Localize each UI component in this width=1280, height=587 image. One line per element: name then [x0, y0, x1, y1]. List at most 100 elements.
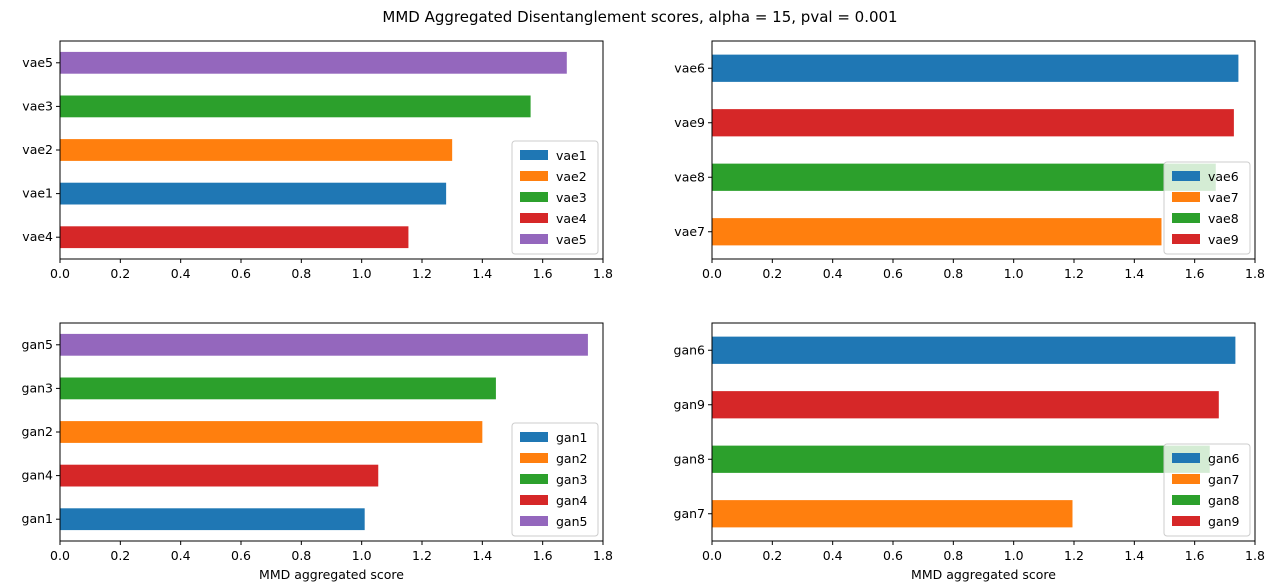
legend-label: gan3 [556, 472, 587, 487]
bar-vae7 [712, 218, 1162, 246]
legend-swatch-gan3 [520, 474, 548, 484]
bar-vae5 [60, 51, 567, 74]
x-tick-label: 1.2 [1064, 548, 1084, 563]
legend-label: gan8 [1208, 493, 1240, 508]
legend-swatch-gan9 [1172, 516, 1200, 526]
legend-swatch-vae2 [520, 171, 548, 181]
subplot-gan-6-9: gan7 gan8 gan9 gan6 0.0 0.2 0.4 0.6 0.8 1.0 1.2 1.4… [674, 322, 1265, 582]
subplot-gan-1-5: gan1 gan4 gan2 gan3 gan5 0.0 0.2 0.4 0.6 0.8 1.0 1.… [22, 322, 613, 582]
x-tick-label: 0.6 [231, 548, 251, 563]
y-tick-label: gan1 [22, 511, 53, 526]
axes-frame [711, 40, 1256, 260]
x-tick-label: 1.4 [1124, 266, 1144, 281]
x-tick-label: 1.6 [533, 548, 553, 563]
subplot-vae-6-9: vae7 vae8 vae9 vae6 0.0 0.2 0.4 0.6 0.8 1.0 1.2 1.4… [674, 40, 1265, 281]
bar-gan8 [712, 445, 1210, 473]
y-tick-label: vae2 [22, 142, 53, 157]
x-tick-label: 1.4 [1124, 548, 1144, 563]
x-tick-label: 0.4 [171, 266, 191, 281]
bar-gan3 [60, 377, 496, 400]
legend-swatch-vae4 [520, 213, 548, 223]
legend-label: vae2 [556, 169, 587, 184]
x-tick-label: 1.4 [472, 266, 492, 281]
x-tick-label: 0.0 [702, 266, 722, 281]
y-tick-label: gan9 [674, 397, 706, 412]
y-tick-label: vae7 [674, 224, 705, 239]
legend-box [1163, 161, 1251, 255]
bar-vae6 [712, 54, 1239, 82]
y-tick-label: gan2 [22, 424, 53, 439]
y-tick-label: gan8 [674, 451, 706, 466]
legend-label: gan9 [1208, 514, 1240, 529]
legend-swatch-gan6 [1172, 453, 1200, 463]
bar-vae9 [712, 109, 1234, 137]
x-tick-label: 0.8 [291, 548, 311, 563]
legend-swatch-gan8 [1172, 495, 1200, 505]
x-tick-label: 0.0 [50, 548, 70, 563]
x-tick-label: 0.2 [110, 266, 130, 281]
bar-gan2 [60, 421, 483, 443]
bar-gan4 [60, 464, 379, 487]
legend: vae1 vae2 vae3 vae4 vae5 [511, 140, 599, 255]
legend-box [1163, 443, 1251, 537]
legend-label: vae3 [556, 190, 587, 205]
legend-swatch-vae8 [1172, 213, 1200, 223]
legend-label: vae4 [556, 211, 587, 226]
subplot-vae-1-5: vae4 vae1 vae2 vae3 vae5 0.0 0.2 0.4 0.6 0.8 1.0 1.… [22, 40, 613, 281]
x-tick-label: 1.0 [1004, 266, 1024, 281]
x-tick-label: 0.4 [823, 548, 843, 563]
legend-label: vae9 [1208, 232, 1239, 247]
bar-gan1 [60, 508, 365, 531]
legend-swatch-gan1 [520, 432, 548, 442]
x-tick-label: 0.6 [883, 548, 903, 563]
bar-vae4 [60, 226, 409, 249]
legend: vae6 vae7 vae8 vae9 [1163, 161, 1251, 255]
y-tick-label: vae4 [22, 229, 53, 244]
legend-label: gan1 [556, 430, 587, 445]
axes-frame [711, 322, 1256, 542]
x-tick-label: 1.6 [1185, 266, 1205, 281]
x-tick-label: 1.0 [1004, 548, 1024, 563]
x-tick-label: 1.8 [1245, 548, 1265, 563]
y-tick-label: gan3 [22, 380, 53, 395]
x-axis-label: MMD aggregated score [911, 567, 1056, 582]
y-tick-label: gan5 [22, 337, 53, 352]
legend-label: vae8 [1208, 211, 1239, 226]
bar-vae2 [60, 139, 453, 161]
y-tick-label: gan4 [22, 468, 54, 483]
y-tick-label: vae1 [22, 186, 53, 201]
x-tick-label: 1.2 [412, 548, 432, 563]
legend-box [511, 422, 599, 537]
x-axis-label: MMD aggregated score [259, 567, 404, 582]
legend-swatch-gan5 [520, 516, 548, 526]
x-tick-label: 1.2 [412, 266, 432, 281]
y-tick-label: vae3 [22, 98, 53, 113]
legend-label: gan2 [556, 451, 587, 466]
y-tick-label: gan7 [674, 506, 705, 521]
x-tick-label: 0.6 [883, 266, 903, 281]
x-tick-label: 0.0 [702, 548, 722, 563]
x-tick-label: 0.2 [762, 548, 782, 563]
x-tick-label: 1.8 [593, 548, 613, 563]
legend-label: vae7 [1208, 190, 1239, 205]
bar-gan9 [712, 391, 1219, 419]
legend-label: gan6 [1208, 451, 1240, 466]
x-tick-label: 0.8 [943, 548, 963, 563]
x-tick-label: 1.6 [533, 266, 553, 281]
y-tick-label: vae5 [22, 55, 53, 70]
legend-swatch-gan4 [520, 495, 548, 505]
bar-gan7 [712, 500, 1073, 528]
bar-gan5 [60, 333, 588, 356]
legend-label: gan4 [556, 493, 588, 508]
legend: gan6 gan7 gan8 gan9 [1163, 443, 1251, 537]
y-tick-label: gan6 [674, 342, 706, 357]
x-tick-label: 1.4 [472, 548, 492, 563]
x-tick-label: 1.6 [1185, 548, 1205, 563]
bar-vae3 [60, 95, 531, 118]
legend-swatch-vae1 [520, 150, 548, 160]
legend: gan1 gan2 gan3 gan4 gan5 [511, 422, 599, 537]
x-tick-label: 0.8 [291, 266, 311, 281]
legend-label: gan7 [1208, 472, 1239, 487]
figure-title: MMD Aggregated Disentanglement scores, a… [382, 8, 898, 26]
